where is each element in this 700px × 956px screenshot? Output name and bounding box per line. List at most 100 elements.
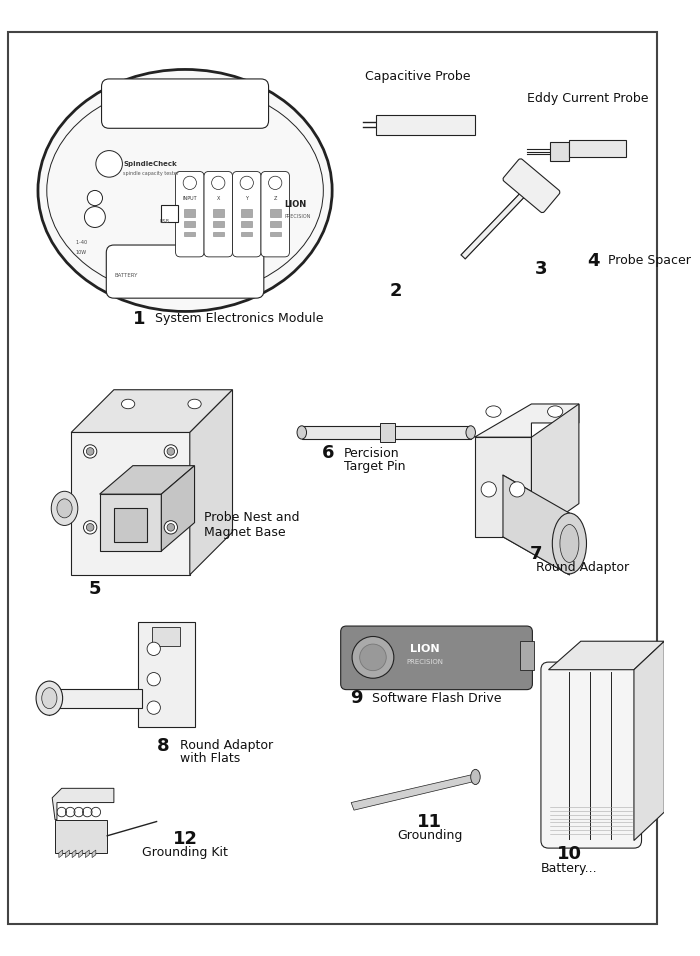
Bar — [270, 221, 281, 227]
Text: 6: 6 — [322, 445, 335, 463]
Bar — [302, 425, 470, 439]
FancyBboxPatch shape — [176, 171, 204, 257]
FancyBboxPatch shape — [232, 171, 261, 257]
Bar — [376, 115, 475, 136]
Bar — [241, 232, 253, 236]
Polygon shape — [461, 188, 528, 259]
Polygon shape — [92, 850, 96, 858]
Text: PRECISION: PRECISION — [285, 213, 311, 219]
Polygon shape — [99, 466, 195, 494]
Ellipse shape — [352, 637, 394, 678]
Ellipse shape — [547, 406, 563, 417]
Text: 1-40: 1-40 — [76, 240, 92, 245]
Text: System Electronics Module: System Electronics Module — [155, 312, 323, 325]
Bar — [48, 688, 142, 707]
Text: LION: LION — [285, 200, 307, 209]
FancyBboxPatch shape — [106, 245, 264, 298]
Ellipse shape — [164, 445, 178, 458]
Bar — [520, 641, 534, 670]
Polygon shape — [99, 494, 161, 551]
Ellipse shape — [86, 447, 94, 455]
Text: Grounding Kit: Grounding Kit — [142, 846, 228, 859]
Text: Software Flash Drive: Software Flash Drive — [372, 692, 501, 705]
Polygon shape — [351, 774, 477, 810]
Ellipse shape — [240, 176, 253, 189]
Polygon shape — [72, 850, 76, 858]
Bar — [379, 423, 395, 442]
Text: USB: USB — [160, 219, 169, 225]
Polygon shape — [114, 509, 147, 542]
Text: 8: 8 — [157, 737, 169, 754]
Ellipse shape — [510, 482, 525, 497]
Polygon shape — [71, 432, 190, 575]
Text: 12: 12 — [173, 830, 197, 848]
Polygon shape — [85, 850, 89, 858]
Ellipse shape — [42, 687, 57, 708]
Polygon shape — [475, 404, 579, 437]
Ellipse shape — [297, 425, 307, 439]
FancyBboxPatch shape — [503, 159, 560, 212]
Text: INPUT: INPUT — [183, 196, 197, 201]
Ellipse shape — [83, 521, 97, 534]
Ellipse shape — [147, 642, 160, 656]
Polygon shape — [549, 641, 664, 670]
Text: 1: 1 — [133, 310, 146, 328]
Polygon shape — [71, 390, 232, 432]
Text: 4: 4 — [587, 251, 599, 270]
Polygon shape — [52, 789, 114, 819]
Polygon shape — [59, 850, 62, 858]
Bar — [184, 221, 195, 227]
Text: BATTERY: BATTERY — [115, 272, 138, 278]
Ellipse shape — [38, 70, 332, 312]
Text: SpindleCheck: SpindleCheck — [123, 161, 177, 167]
Text: Target Pin: Target Pin — [344, 460, 405, 473]
Text: spindle capacity tester: spindle capacity tester — [123, 171, 179, 176]
Polygon shape — [475, 437, 531, 537]
Ellipse shape — [360, 644, 386, 671]
Text: 5: 5 — [89, 580, 102, 598]
Polygon shape — [79, 850, 83, 858]
Ellipse shape — [167, 447, 174, 455]
Ellipse shape — [560, 525, 579, 562]
Text: LION: LION — [410, 643, 440, 654]
Bar — [569, 141, 626, 157]
Text: Probe Nest and: Probe Nest and — [204, 511, 300, 524]
Text: Round Adaptor: Round Adaptor — [536, 561, 629, 574]
Polygon shape — [531, 404, 579, 537]
Text: Z: Z — [274, 196, 277, 201]
Text: Y: Y — [245, 196, 248, 201]
Bar — [213, 221, 224, 227]
Ellipse shape — [147, 673, 160, 685]
Bar — [64, 501, 74, 516]
Ellipse shape — [211, 176, 225, 189]
Ellipse shape — [481, 482, 496, 497]
Text: PRECISION: PRECISION — [407, 659, 444, 665]
FancyBboxPatch shape — [341, 626, 533, 689]
Bar — [270, 232, 281, 236]
Bar — [550, 142, 569, 161]
Bar — [241, 221, 253, 227]
Text: Battery...: Battery... — [541, 862, 598, 876]
Bar — [213, 232, 224, 236]
Text: Eddy Current Probe: Eddy Current Probe — [526, 92, 648, 105]
Ellipse shape — [167, 524, 174, 532]
Polygon shape — [161, 466, 195, 551]
Ellipse shape — [470, 770, 480, 785]
Bar — [270, 209, 281, 217]
Bar — [213, 209, 224, 217]
Text: 11: 11 — [417, 813, 442, 831]
Text: 10W: 10W — [76, 250, 87, 254]
Ellipse shape — [96, 151, 122, 177]
Bar — [241, 209, 253, 217]
Text: Probe Spacer: Probe Spacer — [608, 254, 691, 267]
Ellipse shape — [88, 190, 102, 206]
Bar — [161, 205, 178, 222]
FancyBboxPatch shape — [204, 171, 232, 257]
FancyBboxPatch shape — [541, 663, 641, 848]
Text: Capacitive Probe: Capacitive Probe — [365, 70, 471, 83]
Ellipse shape — [552, 513, 587, 574]
Bar — [184, 209, 195, 217]
Text: with Flats: with Flats — [181, 752, 241, 766]
Polygon shape — [190, 390, 232, 575]
Text: 2: 2 — [389, 282, 402, 300]
